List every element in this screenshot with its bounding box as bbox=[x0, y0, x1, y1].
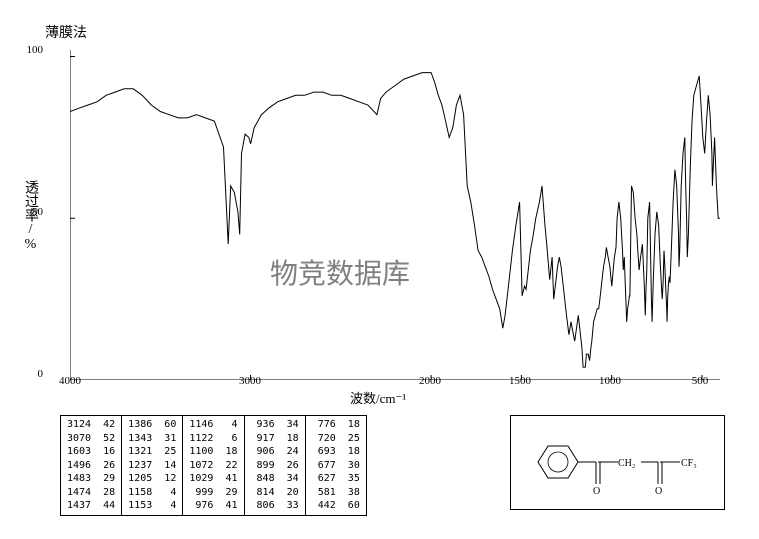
peak-data-table: 3124 42 3070 52 1603 16 1496 26 1483 29 … bbox=[60, 415, 367, 516]
ch2-label: CH₂ bbox=[618, 458, 635, 469]
x-tick: 1000 bbox=[599, 375, 621, 387]
o-label: O bbox=[655, 486, 662, 497]
x-tick: 3000 bbox=[239, 375, 261, 387]
structure-svg: O CH₂ O CF₃ bbox=[518, 420, 718, 505]
x-tick: 500 bbox=[692, 375, 709, 387]
o-label: O bbox=[593, 486, 600, 497]
y-tick: 100 bbox=[27, 44, 44, 56]
y-tick: 50 bbox=[32, 206, 43, 218]
x-tick: 4000 bbox=[59, 375, 81, 387]
x-tick: 1500 bbox=[509, 375, 531, 387]
y-tick: 0 bbox=[38, 368, 44, 380]
x-axis-label: 波数/cm⁻¹ bbox=[350, 388, 406, 407]
spectrum-chart bbox=[70, 50, 720, 380]
table-col: 1386 60 1343 31 1321 25 1237 14 1205 12 … bbox=[122, 416, 183, 515]
table-col: 776 18 720 25 693 18 677 30 627 35 581 3… bbox=[306, 416, 366, 515]
x-tick: 2000 bbox=[419, 375, 441, 387]
cf3-label: CF₃ bbox=[681, 458, 697, 469]
table-col: 3124 42 3070 52 1603 16 1496 26 1483 29 … bbox=[61, 416, 122, 515]
molecular-structure: O CH₂ O CF₃ bbox=[510, 415, 725, 510]
watermark-text: 物竞数据库 bbox=[270, 252, 410, 292]
table-col: 936 34 917 18 906 24 899 26 848 34 814 2… bbox=[245, 416, 306, 515]
table-col: 1146 4 1122 6 1100 18 1072 22 1029 41 99… bbox=[183, 416, 244, 515]
chart-title: 薄膜法 bbox=[45, 22, 87, 42]
spectrum-svg bbox=[70, 50, 720, 380]
